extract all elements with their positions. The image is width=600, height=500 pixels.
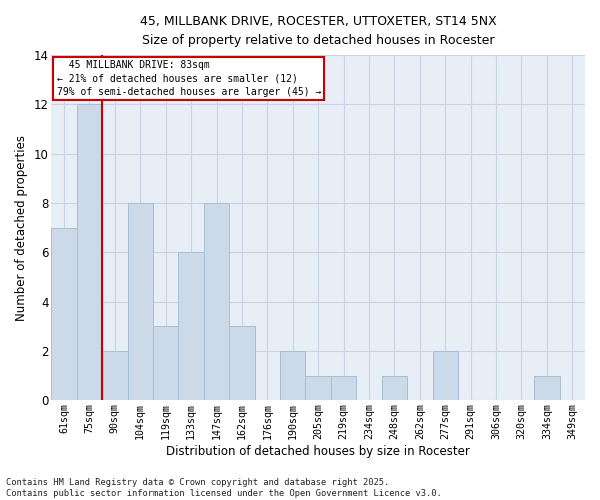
Bar <box>382 376 407 400</box>
Bar <box>433 351 458 400</box>
Bar <box>153 326 178 400</box>
Bar <box>331 376 356 400</box>
Bar <box>204 203 229 400</box>
Bar <box>305 376 331 400</box>
Bar <box>77 104 102 400</box>
Bar <box>102 351 128 400</box>
Bar <box>280 351 305 400</box>
Bar <box>534 376 560 400</box>
Text: Contains HM Land Registry data © Crown copyright and database right 2025.
Contai: Contains HM Land Registry data © Crown c… <box>6 478 442 498</box>
Text: 45 MILLBANK DRIVE: 83sqm
← 21% of detached houses are smaller (12)
79% of semi-d: 45 MILLBANK DRIVE: 83sqm ← 21% of detach… <box>56 60 321 96</box>
Bar <box>178 252 204 400</box>
Bar <box>128 203 153 400</box>
Y-axis label: Number of detached properties: Number of detached properties <box>15 134 28 320</box>
X-axis label: Distribution of detached houses by size in Rocester: Distribution of detached houses by size … <box>166 444 470 458</box>
Bar <box>52 228 77 400</box>
Title: 45, MILLBANK DRIVE, ROCESTER, UTTOXETER, ST14 5NX
Size of property relative to d: 45, MILLBANK DRIVE, ROCESTER, UTTOXETER,… <box>140 15 497 47</box>
Bar <box>229 326 254 400</box>
